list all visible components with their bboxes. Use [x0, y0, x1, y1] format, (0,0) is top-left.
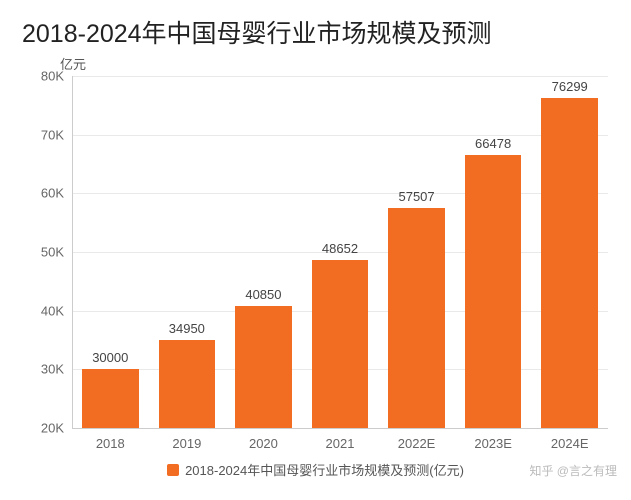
gridline: [72, 76, 608, 77]
bar-value-label: 66478: [475, 136, 511, 151]
y-tick-label: 70K: [41, 127, 72, 142]
bar: 34950: [159, 340, 216, 428]
bar-value-label: 57507: [398, 189, 434, 204]
chart-container: 2018-2024年中国母婴行业市场规模及预测 亿元 20K30K40K50K6…: [0, 0, 631, 500]
watermark-text: 知乎 @言之有理: [529, 462, 617, 479]
bar-value-label: 40850: [245, 287, 281, 302]
bar: 57507: [388, 208, 445, 428]
x-tick-label: 2024E: [551, 436, 589, 451]
gridline: [72, 135, 608, 136]
x-tick-label: 2021: [326, 436, 355, 451]
bar: 76299: [541, 98, 598, 428]
x-tick-label: 2023E: [474, 436, 512, 451]
bar: 30000: [82, 369, 139, 428]
x-tick-label: 2019: [172, 436, 201, 451]
bar-value-label: 30000: [92, 350, 128, 365]
bar-value-label: 34950: [169, 321, 205, 336]
chart-title: 2018-2024年中国母婴行业市场规模及预测: [22, 14, 492, 50]
x-tick-label: 2020: [249, 436, 278, 451]
legend-swatch: [167, 464, 179, 476]
bar: 66478: [465, 155, 522, 428]
legend-label: 2018-2024年中国母婴行业市场规模及预测(亿元): [185, 463, 464, 478]
bar: 48652: [312, 260, 369, 428]
bar-value-label: 76299: [552, 79, 588, 94]
y-tick-label: 80K: [41, 69, 72, 84]
gridline: [72, 193, 608, 194]
bar-value-label: 48652: [322, 241, 358, 256]
plot-area: 20K30K40K50K60K70K80K3000020183495020194…: [72, 76, 608, 428]
y-tick-label: 20K: [41, 421, 72, 436]
bar: 40850: [235, 306, 292, 428]
y-tick-label: 30K: [41, 362, 72, 377]
x-tick-label: 2018: [96, 436, 125, 451]
y-tick-label: 50K: [41, 245, 72, 260]
y-tick-label: 40K: [41, 303, 72, 318]
y-tick-label: 60K: [41, 186, 72, 201]
x-tick-label: 2022E: [398, 436, 436, 451]
